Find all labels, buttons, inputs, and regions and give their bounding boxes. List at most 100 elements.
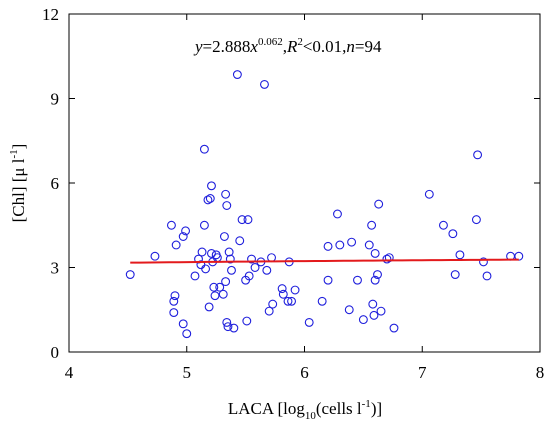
data-point: [448, 229, 458, 239]
data-point: [243, 215, 253, 225]
data-point: [203, 195, 213, 205]
data-point: [204, 302, 214, 312]
annot-sep: ,: [283, 37, 287, 56]
data-point: [364, 240, 374, 250]
data-point: [199, 144, 209, 154]
y-tick-label: 9: [51, 90, 60, 109]
data-point: [125, 270, 135, 279]
data-point: [224, 247, 234, 257]
annot-R: R: [286, 37, 298, 56]
ylabel-sup: -1: [8, 149, 20, 158]
data-point: [323, 275, 333, 285]
data-point: [225, 254, 235, 264]
data-point: [229, 323, 239, 333]
data-point: [199, 220, 209, 230]
annot-exp: 0.062: [258, 36, 283, 48]
annot-eq: =2.888: [203, 37, 251, 56]
data-point: [482, 271, 492, 281]
xlabel-mid: (cells l: [316, 399, 362, 418]
annot-r2: 2: [297, 36, 303, 48]
y-tick-labels: 0 3 6 9 12: [42, 5, 59, 362]
annot-nval: =94: [355, 37, 382, 56]
data-point: [450, 270, 460, 279]
data-point: [389, 323, 399, 333]
data-point: [166, 220, 176, 230]
data-point: [358, 315, 368, 325]
data-point: [178, 319, 188, 329]
data-point: [438, 220, 448, 230]
data-point: [333, 209, 342, 219]
annot-y: y: [193, 37, 203, 56]
axis-ticks: [68, 13, 541, 353]
data-point: [268, 299, 278, 309]
data-point: [242, 316, 252, 326]
data-point: [190, 271, 200, 281]
xlabel-main: LACA [log: [228, 399, 305, 418]
data-point: [374, 199, 384, 209]
data-point: [367, 220, 377, 230]
plot-frame: [68, 13, 541, 353]
data-point: [235, 236, 245, 246]
data-point: [344, 305, 354, 315]
data-point: [207, 248, 216, 258]
data-point: [278, 289, 288, 299]
x-tick-label: 6: [300, 363, 309, 382]
data-point: [219, 232, 229, 241]
data-point: [244, 271, 254, 281]
data-point: [260, 79, 269, 89]
data-point: [222, 317, 232, 327]
data-point: [222, 201, 232, 210]
data-point: [170, 291, 180, 301]
data-point: [353, 275, 362, 285]
data-point: [455, 250, 465, 260]
regression-annotation: y=2.888x0.062,R2<0.01,n=94: [193, 36, 382, 56]
data-point: [382, 254, 392, 264]
data-point: [227, 265, 236, 275]
data-point: [347, 237, 357, 247]
data-point: [223, 322, 233, 332]
data-point: [221, 277, 231, 287]
data-point: [376, 306, 386, 316]
data-point: [304, 317, 314, 327]
x-tick-labels: 4 5 6 7 8: [65, 363, 545, 382]
data-point: [290, 285, 300, 295]
data-point: [197, 247, 207, 257]
y-axis-title: [Chl] [μ l-1]: [8, 144, 28, 223]
data-point: [287, 296, 296, 306]
data-point: [207, 181, 216, 191]
ylabel-main: [Chl] [μ l: [9, 158, 28, 222]
data-point: [237, 215, 247, 225]
x-tick-label: 4: [65, 363, 74, 382]
data-point: [373, 270, 382, 279]
data-point: [317, 296, 327, 306]
annot-x: x: [249, 37, 258, 56]
data-point: [473, 150, 483, 160]
data-point: [424, 189, 434, 199]
data-point: [368, 299, 378, 309]
x-tick-label: 8: [536, 363, 545, 382]
scatter-points: [125, 70, 524, 339]
data-point: [471, 215, 481, 225]
data-point: [369, 310, 379, 320]
xlabel-sub: 10: [305, 410, 317, 422]
annot-n: n: [346, 37, 355, 56]
data-point: [178, 232, 188, 241]
data-point: [479, 257, 488, 267]
data-point: [210, 291, 220, 301]
data-point: [171, 240, 181, 250]
ylabel-end: ]: [9, 144, 28, 150]
data-point: [205, 194, 215, 203]
data-point: [247, 254, 256, 264]
data-point: [384, 253, 394, 263]
y-tick-label: 6: [51, 174, 60, 193]
y-tick-label: 0: [51, 343, 60, 362]
x-tick-label: 7: [418, 363, 427, 382]
data-point: [209, 282, 219, 292]
data-point: [250, 263, 260, 272]
y-tick-label: 3: [51, 259, 60, 278]
data-point: [221, 189, 231, 199]
data-point: [323, 241, 333, 251]
data-point: [201, 264, 211, 274]
data-point: [150, 251, 160, 261]
